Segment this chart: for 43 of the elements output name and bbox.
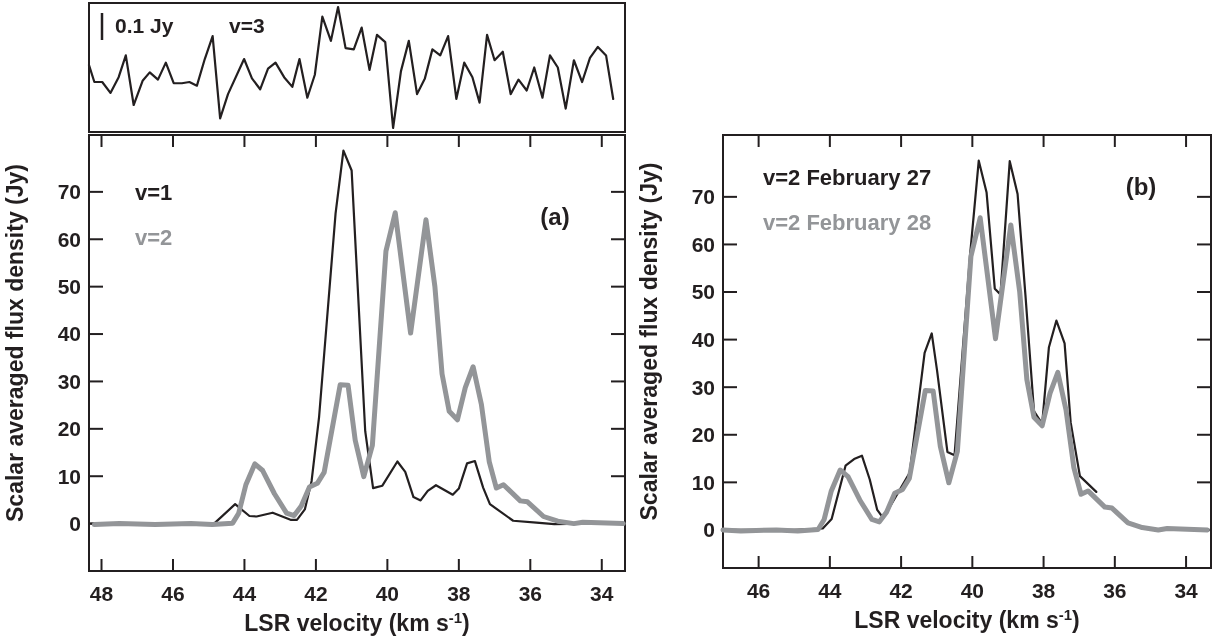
legend-label: v=2 February 27 — [763, 165, 932, 190]
y-axis-title: Scalar averaged flux density (Jy) — [2, 164, 28, 522]
x-tick-label: 46 — [161, 582, 185, 605]
y-tick-label: 70 — [691, 185, 715, 209]
y-tick-label: 60 — [691, 232, 715, 256]
series-label: v=3 — [229, 14, 265, 37]
x-tick-label: 48 — [89, 582, 114, 605]
annotation: (b) — [1125, 173, 1157, 200]
x-tick-label: 38 — [1031, 579, 1056, 602]
x-tick-label: 34 — [590, 582, 614, 605]
y-tick-label: 40 — [57, 322, 81, 346]
y-tick-label: 10 — [57, 464, 81, 488]
annotation: 0.1 Jy — [115, 14, 174, 37]
x-tick-label: 42 — [304, 582, 328, 605]
y-tick-label: 0 — [703, 518, 715, 542]
y-tick-label: 70 — [57, 180, 81, 204]
series-label: v=2 February 28 — [763, 210, 932, 235]
x-tick-label: 40 — [375, 582, 400, 605]
y-tick-label: 50 — [691, 280, 715, 304]
y-tick-label: 20 — [691, 423, 715, 447]
x-tick-label: 36 — [518, 582, 542, 605]
y-tick-label: 30 — [57, 369, 81, 393]
y-tick-label: 0 — [69, 511, 81, 535]
y-tick-label: 20 — [57, 417, 81, 441]
x-tick-label: 46 — [746, 579, 771, 602]
x-tick-label: 44 — [818, 579, 842, 602]
text: v=2 — [135, 225, 173, 250]
x-axis-title: LSR velocity (km s$^{-1}$) — [854, 605, 1080, 633]
y-tick-label: 30 — [691, 375, 715, 399]
y-tick-label: 10 — [691, 470, 715, 494]
x-tick-label: 44 — [232, 582, 257, 605]
text: v=1 — [135, 180, 173, 205]
y-tick-label: 40 — [691, 327, 715, 351]
y-tick-label: 60 — [57, 227, 81, 251]
x-tick-label: 40 — [960, 579, 985, 602]
x-tick-label: 42 — [889, 579, 913, 602]
x-tick-label: 38 — [447, 582, 471, 605]
annotation: (a) — [540, 203, 570, 230]
x-tick-label: 36 — [1103, 579, 1127, 602]
x-axis-title: LSR velocity (km s$^{-1}$) — [244, 608, 470, 636]
y-tick-label: 50 — [57, 275, 81, 298]
y-axis-title: Scalar averaged flux density (Jy) — [636, 162, 662, 521]
x-tick-label: 34 — [1174, 579, 1199, 602]
